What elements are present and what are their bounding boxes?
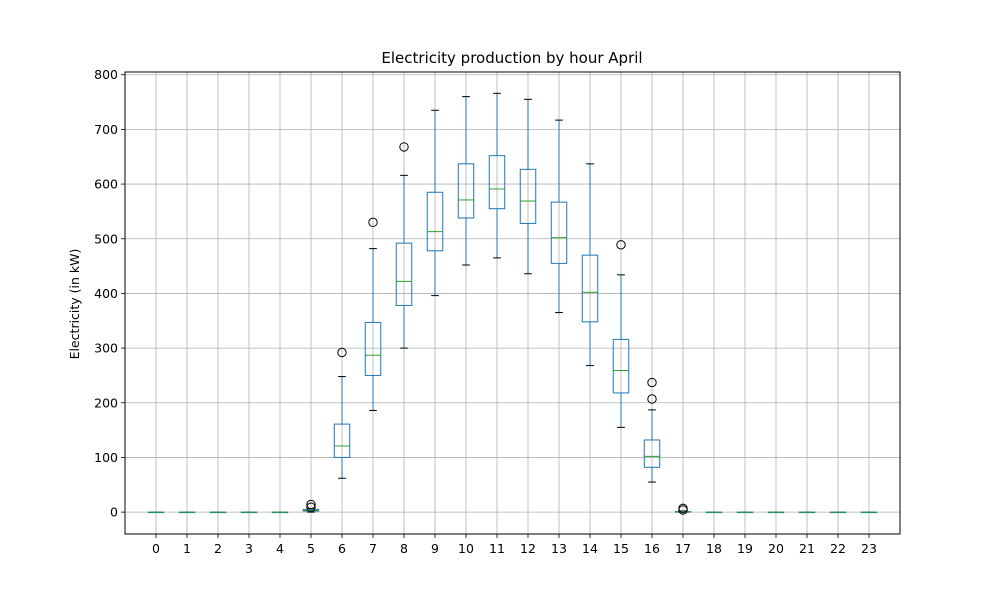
box-19: [736, 511, 754, 514]
box-2: [209, 511, 227, 514]
box-body: [612, 338, 630, 394]
y-tick-label: 600: [94, 177, 118, 192]
box-body: [333, 423, 351, 458]
y-tick-label: 300: [94, 341, 118, 356]
x-tick-label: 22: [830, 541, 846, 556]
box-series: [147, 92, 878, 515]
box-7: [364, 217, 382, 411]
x-tick-label: 19: [737, 541, 753, 556]
box-body: [581, 254, 599, 323]
x-tick-label: 23: [861, 541, 877, 556]
x-tick-label: 10: [458, 541, 474, 556]
box-18: [705, 511, 723, 514]
outlier-point: [678, 503, 688, 514]
grid-lines: [125, 72, 900, 534]
box-5: [302, 499, 320, 513]
box-1: [178, 511, 196, 514]
plot-frame: [124, 71, 901, 535]
box-body: [643, 439, 661, 468]
box-10: [457, 96, 475, 266]
box-body: [488, 155, 506, 210]
box-16: [643, 377, 661, 483]
x-tick-label: 13: [551, 541, 567, 556]
x-tick-label: 16: [644, 541, 660, 556]
x-tick-label: 11: [489, 541, 505, 556]
y-tick-label: 0: [110, 505, 118, 520]
y-axis-label: Electricity (in kW): [67, 249, 82, 360]
box-9: [426, 109, 444, 297]
x-tick-label: 21: [799, 541, 815, 556]
x-tick-label: 12: [520, 541, 536, 556]
x-tick-label: 4: [276, 541, 284, 556]
x-tick-label: 17: [675, 541, 691, 556]
box-23: [860, 511, 878, 514]
box-body: [426, 191, 444, 252]
outlier-point: [306, 499, 316, 510]
x-tick-label: 18: [706, 541, 722, 556]
x-tick-label: 14: [582, 541, 598, 556]
y-tick-label: 400: [94, 286, 118, 301]
y-tick-label: 200: [94, 395, 118, 410]
outlier-point: [616, 240, 626, 250]
box-body: [395, 242, 413, 306]
box-13: [550, 119, 568, 314]
box-body: [550, 201, 568, 264]
y-tick-label: 700: [94, 122, 118, 137]
x-tick-label: 6: [338, 541, 346, 556]
box-8: [395, 142, 413, 349]
box-14: [581, 163, 599, 367]
y-tick-label: 800: [94, 67, 118, 82]
x-tick-label: 3: [245, 541, 253, 556]
y-tick-label: 100: [94, 450, 118, 465]
x-tick-label: 5: [307, 541, 315, 556]
outlier-point: [368, 217, 378, 228]
box-0: [147, 511, 165, 514]
outlier-point: [647, 394, 657, 404]
x-tick-label: 7: [369, 541, 377, 556]
outlier-point: [306, 502, 316, 512]
box-4: [271, 511, 289, 514]
box-22: [829, 511, 847, 514]
y-tick-label: 500: [94, 231, 118, 246]
box-3: [240, 511, 258, 514]
x-tick-label: 9: [431, 541, 439, 556]
y-axis-ticks: 0 100 200 300 400 500 600 700 800: [94, 67, 125, 520]
box-12: [519, 98, 537, 275]
chart-title: Electricity production by hour April: [381, 49, 642, 67]
box-body: [519, 168, 537, 224]
box-15: [612, 240, 630, 428]
x-tick-label: 1: [183, 541, 191, 556]
x-tick-label: 0: [152, 541, 160, 556]
box-11: [488, 92, 506, 259]
x-tick-label: 2: [214, 541, 222, 556]
box-body: [457, 163, 475, 219]
x-tick-label: 15: [613, 541, 629, 556]
x-axis-ticks: 0 1 2 3 4 5 6 7 8 9 10 11 12 13 14 15 16 17 18 19 20 21 22 23: [152, 534, 877, 556]
outlier-point: [337, 347, 347, 358]
box-20: [767, 511, 785, 514]
box-17: [674, 503, 692, 515]
x-tick-label: 20: [768, 541, 784, 556]
x-tick-label: 8: [400, 541, 408, 556]
outlier-point: [399, 142, 409, 152]
box-6: [333, 347, 351, 479]
box-body: [364, 321, 382, 376]
outlier-point: [647, 377, 657, 388]
box-21: [798, 511, 816, 514]
